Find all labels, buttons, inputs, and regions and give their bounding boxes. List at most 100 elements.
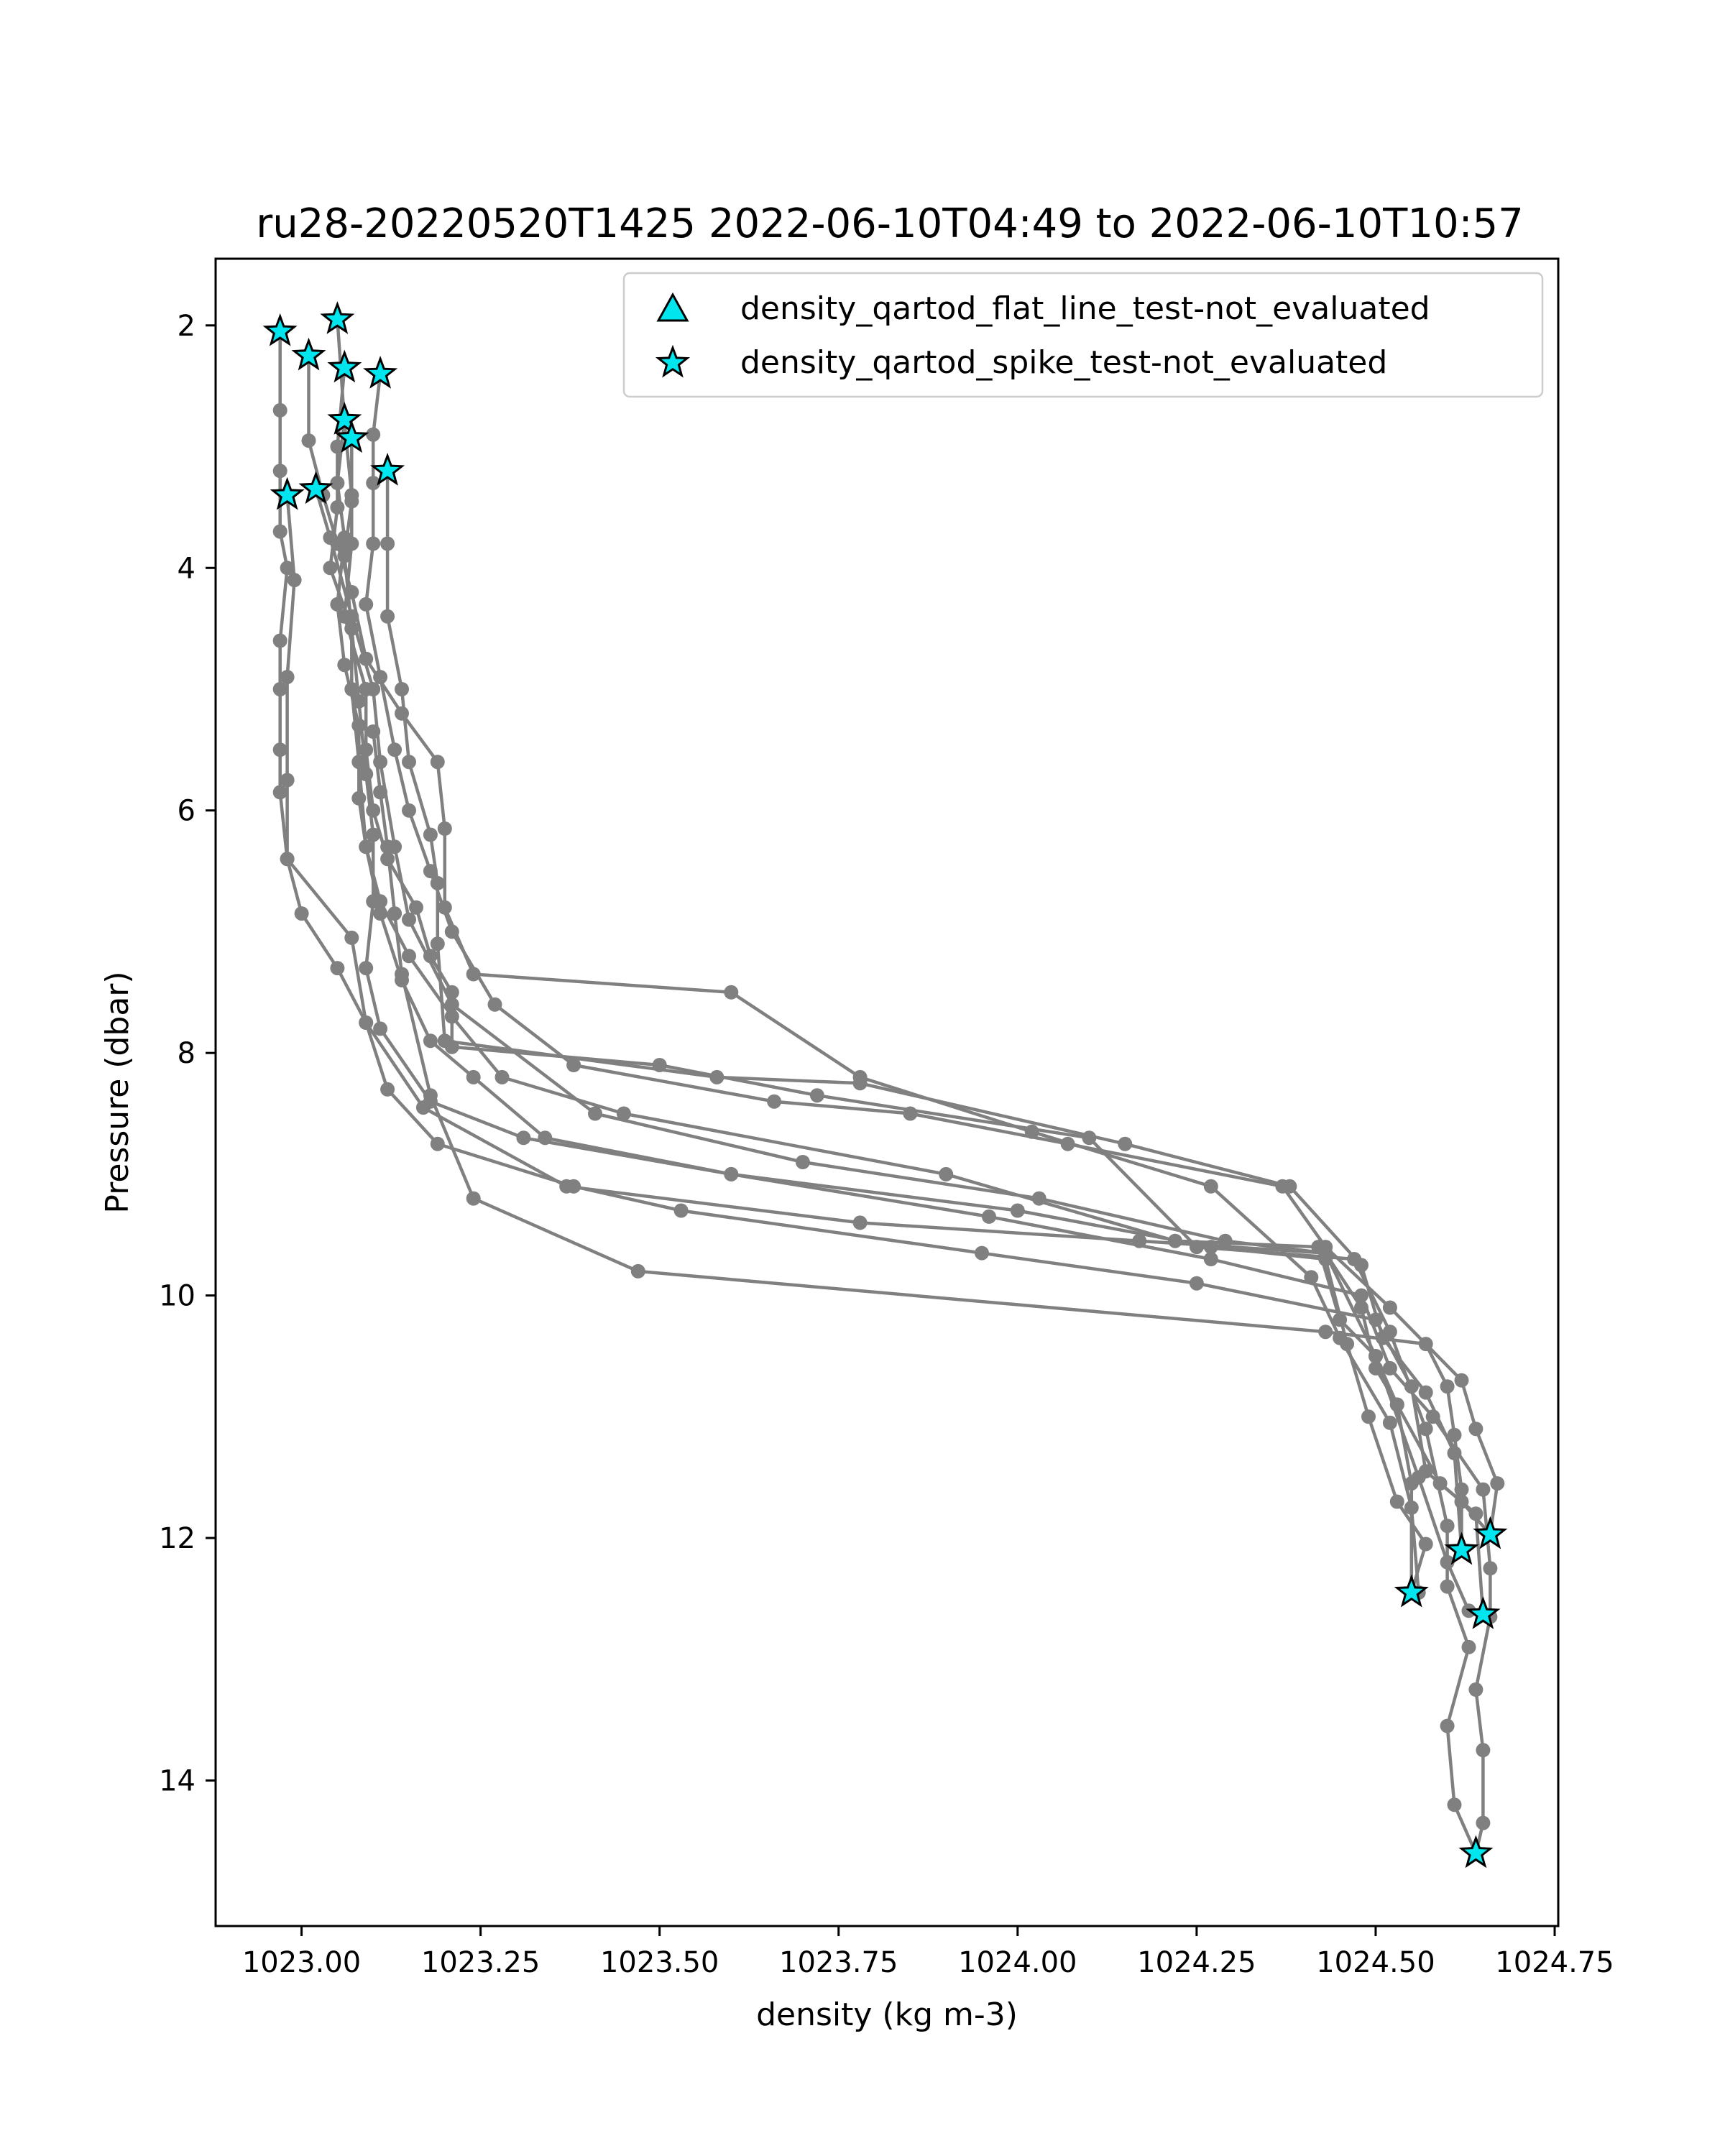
legend-star-marker [655,344,691,378]
profile-point [1203,1252,1218,1266]
profile-point [538,1130,553,1146]
profile-point [1418,1537,1433,1552]
profile-point [359,742,374,757]
legend: density_qartod_flat_line_test-not_evalua… [622,272,1544,398]
profile-point [344,494,359,509]
profile-point [323,561,338,576]
profile-point [1118,1136,1133,1151]
profile-point [975,1245,989,1261]
profile-point [366,427,381,442]
y-tick-label: 12 [159,1522,196,1555]
profile-point [423,827,438,842]
x-tick-label: 1024.50 [1316,1946,1435,1979]
profile-point [280,773,295,788]
x-axis-label: density (kg m-3) [756,1996,1018,2033]
profile-point [1189,1276,1204,1291]
profile-line [364,374,1499,1535]
profile-point [402,912,416,927]
y-axis-ticks: 2 4 6 8 10 12 14 [159,310,216,1798]
profile-point [809,1088,824,1103]
profile-point [795,1155,810,1169]
profile-point [1418,1337,1433,1352]
spike-flag-marker [320,301,355,334]
profile-point [280,561,295,576]
profile-point [1203,1240,1218,1255]
profile-point [344,621,359,636]
legend-box [622,272,1544,398]
profile-line [278,331,1492,1536]
profile-point [301,433,316,448]
profile-point [1311,1240,1326,1255]
profile-line [336,319,1478,1854]
spike-flag-marker [1458,1835,1494,1869]
profile-point [516,1130,531,1146]
profile-3 [301,349,1426,1600]
x-tick-label: 1024.25 [1137,1946,1256,1979]
profile-point [430,936,445,952]
profile-point [330,961,345,976]
profile-point [466,1191,481,1206]
profile-point [1389,1494,1404,1509]
profile-point [380,609,395,624]
profile-point [1440,1718,1455,1733]
profile-point [387,906,402,921]
profile-point [437,821,452,836]
profile-point [1440,1554,1455,1570]
profile-point [1490,1476,1505,1491]
profile-point [359,839,374,854]
profile-point [366,827,381,842]
profile-point [630,1263,645,1279]
profile-point [272,742,288,757]
profile-point [1218,1233,1233,1248]
profile-point [724,1166,739,1181]
profile-point [1440,1519,1455,1534]
profile-point [1418,1422,1433,1437]
profile-point [380,1082,395,1097]
profile-point [1476,1482,1491,1497]
profile-point [616,1106,631,1121]
profile-point [359,961,374,976]
profile-point [1132,1233,1147,1248]
spike-flag-marker [1473,1516,1508,1549]
profile-point [673,1203,689,1218]
profile-point [359,767,374,782]
spike-flag-marker [363,355,398,389]
profile-point [1404,1476,1419,1491]
profile-point [373,785,388,800]
profile-point [337,530,352,545]
profile-point [373,1021,388,1036]
profile-point [272,402,288,418]
profile-point [337,658,352,673]
profile-point [1340,1337,1355,1352]
x-tick-label: 1024.75 [1495,1946,1614,1979]
spike-flag-marker [1394,1574,1429,1608]
profile-point [1203,1179,1218,1194]
triangle-marker [656,292,689,322]
spike-flag-marker [270,476,305,510]
profile-point [982,1209,996,1224]
profile-point [366,476,381,491]
y-tick-label: 4 [178,552,196,585]
profile-point [272,682,288,696]
profile-point [409,900,423,915]
profile-point [1382,1415,1397,1430]
profile-7 [280,488,1476,1618]
spike-flag-marker [1466,1596,1501,1629]
legend-triangle-marker [656,292,689,322]
profile-point [1368,1349,1383,1363]
y-tick-label: 10 [159,1280,196,1313]
x-tick-label: 1023.25 [421,1946,540,1979]
profile-point [280,670,295,685]
profile-point [294,906,309,921]
profile-point [423,1033,438,1049]
profile-point [423,1088,438,1103]
profile-point [1318,1252,1333,1266]
profile-point [1382,1300,1397,1315]
y-tick-label: 14 [159,1765,196,1798]
spike-flag-marker [334,420,369,453]
x-tick-label: 1023.00 [242,1946,361,1979]
star-marker [655,344,691,378]
profile-point [380,839,395,854]
spike-flag-marker [327,349,362,383]
